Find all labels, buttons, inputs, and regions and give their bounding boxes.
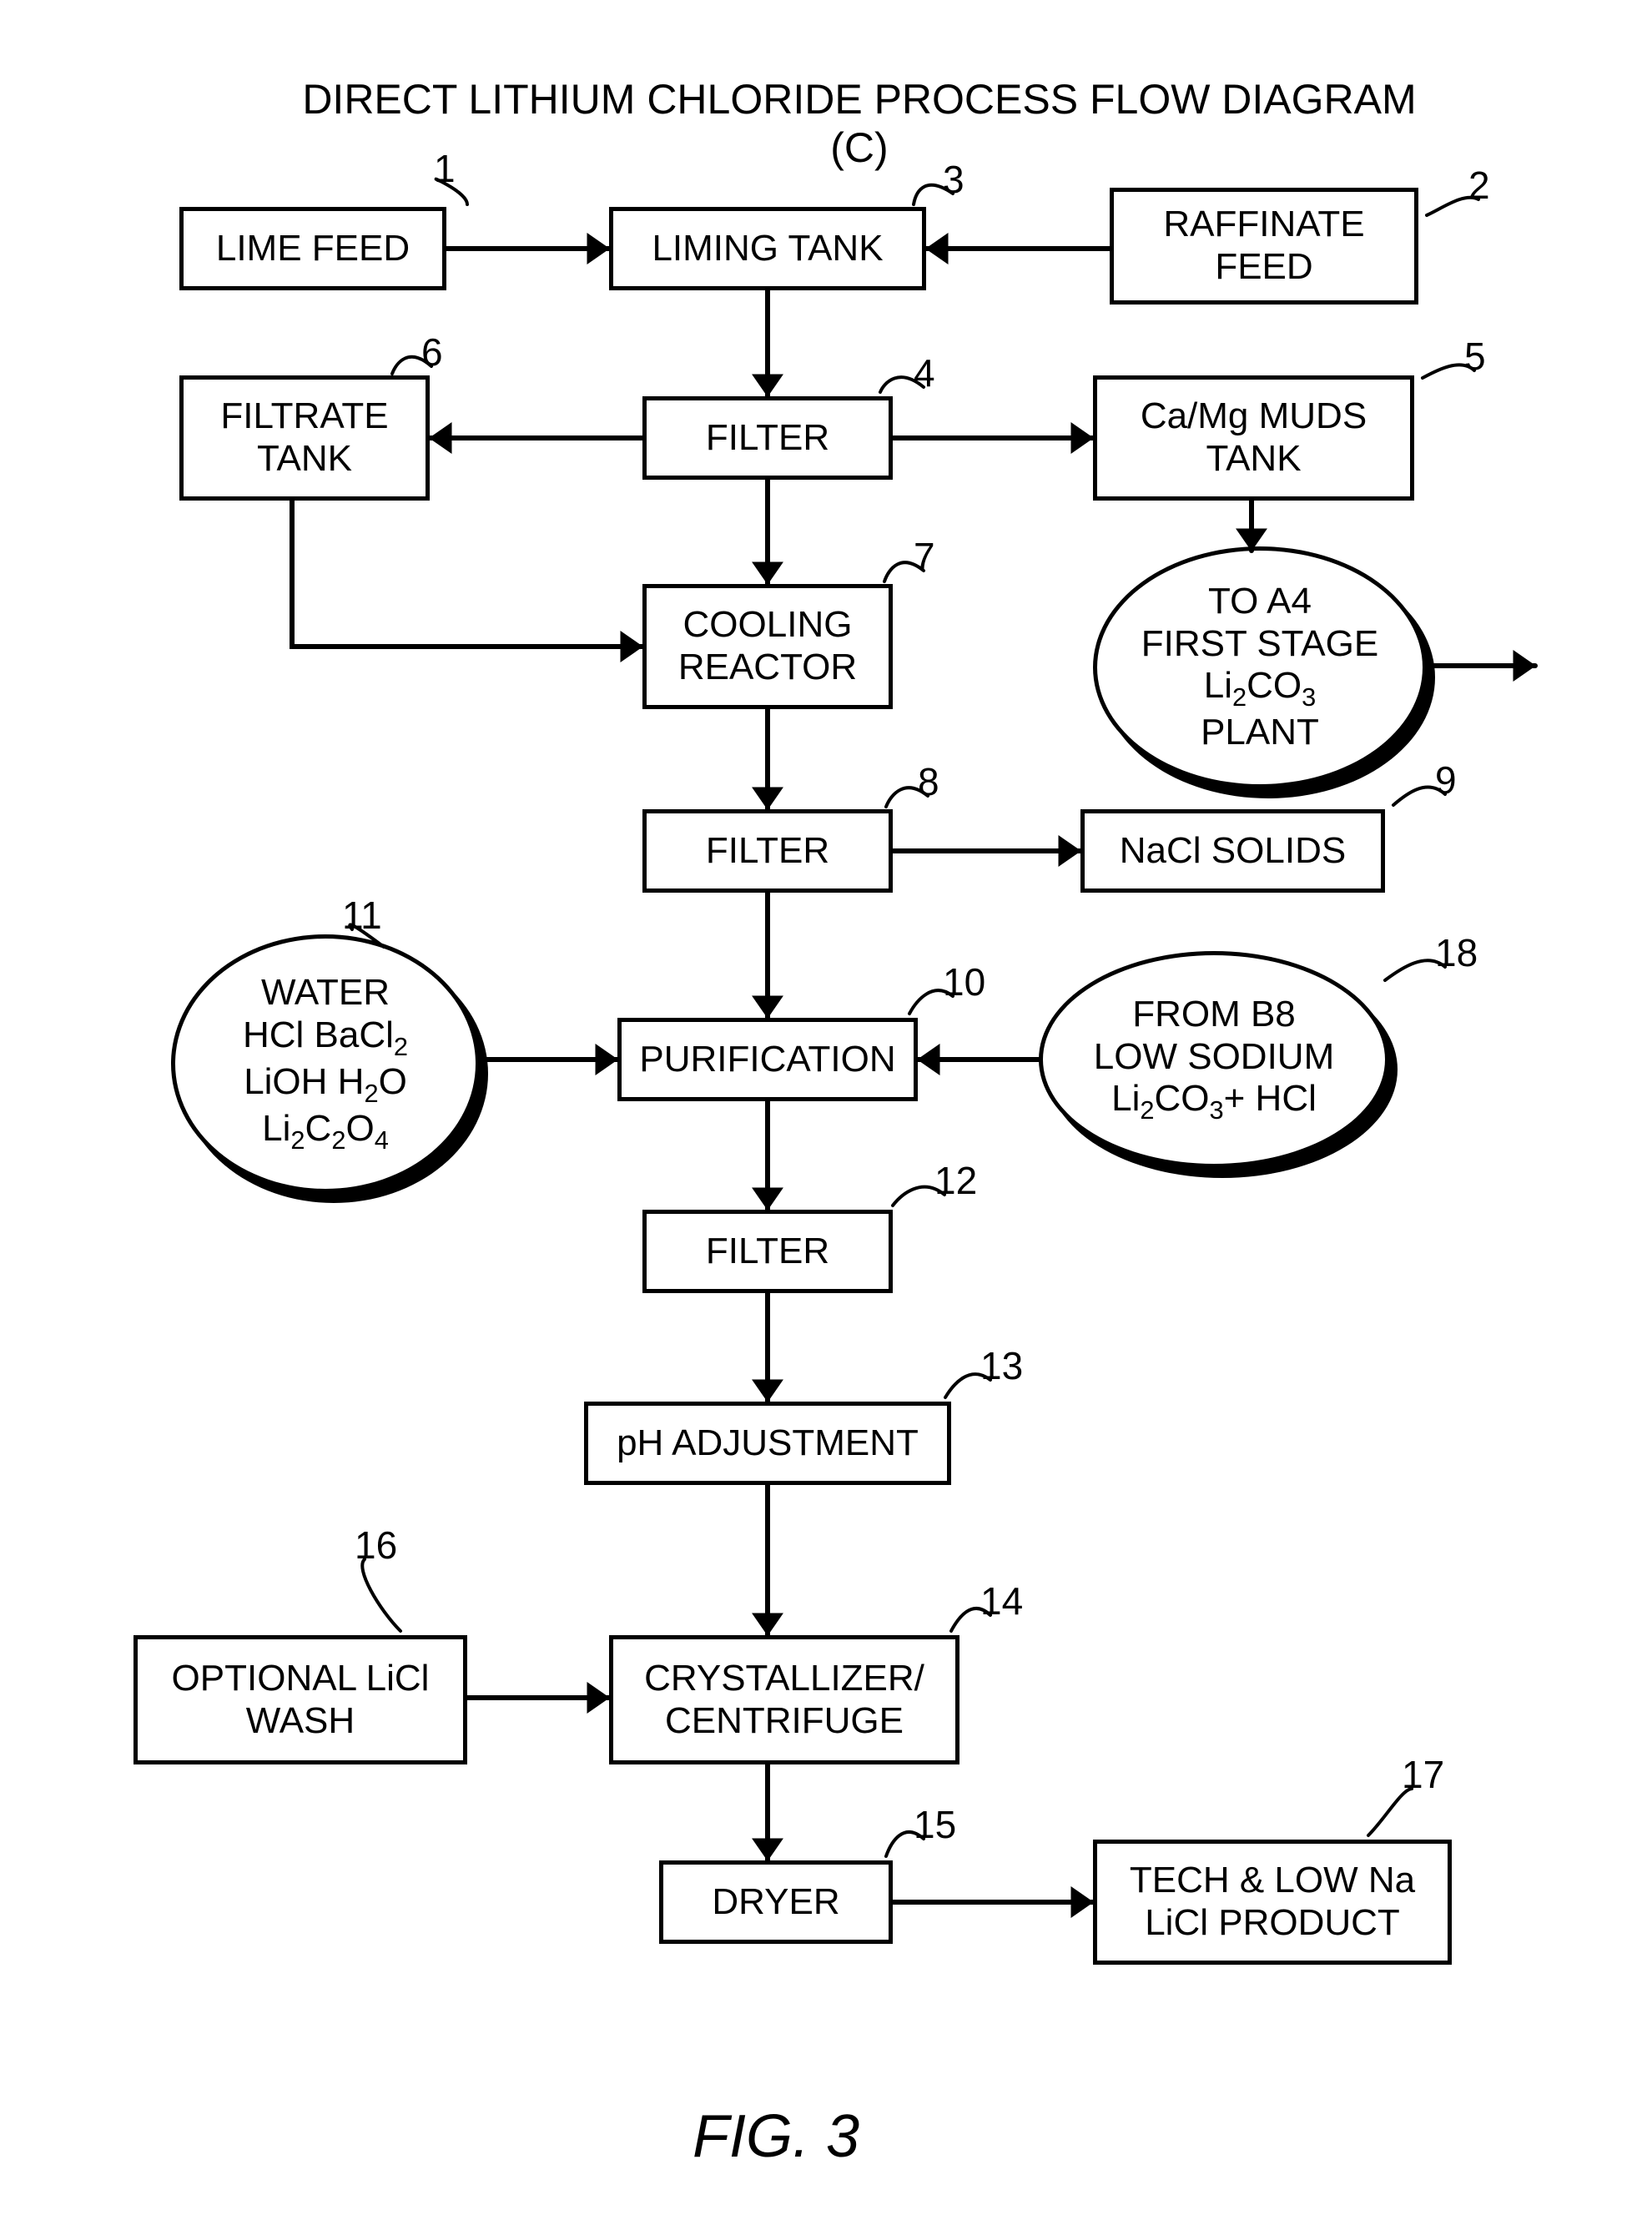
box-dryer: DRYER [659, 1860, 893, 1944]
oval-water-reagents: WATERHCl BaCl2LiOH H2OLi2C2O4 [171, 934, 491, 1205]
label: OPTIONAL LiClWASH [172, 1658, 430, 1742]
oval-from-b8: FROM B8LOW SODIUMLi2CO3+ HCl [1039, 951, 1401, 1180]
ref-8: 8 [918, 759, 939, 804]
box-cooling-reactor: COOLINGREACTOR [642, 584, 893, 709]
label: FILTER [706, 417, 829, 460]
ref-1: 1 [434, 146, 456, 191]
label: FILTRATETANK [220, 395, 388, 480]
label: WATERHCl BaCl2LiOH H2OLi2C2O4 [243, 972, 408, 1155]
label: FROM B8LOW SODIUMLi2CO3+ HCl [1094, 994, 1334, 1125]
label: FILTER [706, 830, 829, 873]
box-crystallizer: CRYSTALLIZER/CENTRIFUGE [609, 1635, 959, 1764]
box-camg-muds: Ca/Mg MUDSTANK [1093, 375, 1414, 501]
label: COOLINGREACTOR [678, 604, 857, 688]
label: LIMING TANK [652, 228, 883, 270]
label: LIME FEED [216, 228, 410, 270]
box-filter-8: FILTER [642, 809, 893, 893]
box-licl-wash: OPTIONAL LiClWASH [133, 1635, 467, 1764]
label: Ca/Mg MUDSTANK [1141, 395, 1367, 480]
ref-4: 4 [914, 350, 935, 395]
box-filtrate-tank: FILTRATETANK [179, 375, 430, 501]
ref-15: 15 [914, 1802, 956, 1847]
ref-18: 18 [1435, 930, 1478, 975]
oval-to-a4: TO A4FIRST STAGELi2CO3PLANT [1093, 546, 1438, 800]
box-filter-12: FILTER [642, 1210, 893, 1293]
label: TECH & LOW NaLiCl PRODUCT [1130, 1860, 1415, 1944]
label: RAFFINATEFEED [1163, 204, 1364, 288]
ref-12: 12 [934, 1158, 977, 1203]
box-ph-adjustment: pH ADJUSTMENT [584, 1402, 951, 1485]
ref-3: 3 [943, 157, 965, 202]
ref-5: 5 [1464, 334, 1486, 379]
box-liming-tank: LIMING TANK [609, 207, 926, 290]
ref-14: 14 [980, 1578, 1023, 1623]
ref-2: 2 [1468, 163, 1490, 208]
box-nacl-solids: NaCl SOLIDS [1080, 809, 1385, 893]
label: CRYSTALLIZER/CENTRIFUGE [644, 1658, 924, 1742]
ref-6: 6 [421, 330, 443, 375]
figure-caption: FIG. 3 [693, 2102, 859, 2171]
label: NaCl SOLIDS [1120, 830, 1346, 873]
label: TO A4FIRST STAGELi2CO3PLANT [1141, 581, 1378, 754]
label: DRYER [712, 1881, 839, 1924]
ref-13: 13 [980, 1343, 1023, 1388]
box-purification: PURIFICATION [617, 1018, 918, 1101]
ref-16: 16 [355, 1523, 397, 1568]
box-raffinate-feed: RAFFINATEFEED [1110, 188, 1418, 305]
ref-7: 7 [914, 534, 935, 579]
box-product: TECH & LOW NaLiCl PRODUCT [1093, 1840, 1452, 1965]
label: PURIFICATION [639, 1039, 895, 1081]
box-filter-4: FILTER [642, 396, 893, 480]
ref-17: 17 [1402, 1752, 1444, 1797]
ref-10: 10 [943, 959, 985, 1004]
ref-9: 9 [1435, 758, 1457, 803]
box-lime-feed: LIME FEED [179, 207, 446, 290]
label: FILTER [706, 1231, 829, 1273]
label: pH ADJUSTMENT [617, 1422, 919, 1465]
ref-11: 11 [342, 893, 382, 938]
